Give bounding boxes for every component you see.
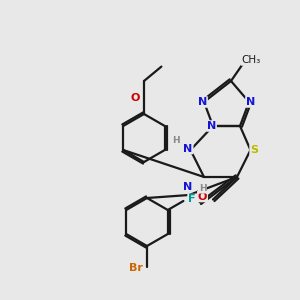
Text: H: H xyxy=(199,184,206,193)
Text: O: O xyxy=(130,93,140,103)
Text: N: N xyxy=(198,97,207,107)
Text: Br: Br xyxy=(129,262,142,273)
Text: N: N xyxy=(184,143,193,154)
Text: S: S xyxy=(250,145,258,155)
Text: F: F xyxy=(188,194,196,205)
Text: N: N xyxy=(207,121,216,131)
Text: N: N xyxy=(246,97,255,107)
Text: H: H xyxy=(172,136,179,145)
Text: CH₃: CH₃ xyxy=(242,55,261,65)
Text: O: O xyxy=(198,191,207,202)
Text: N: N xyxy=(183,182,192,192)
